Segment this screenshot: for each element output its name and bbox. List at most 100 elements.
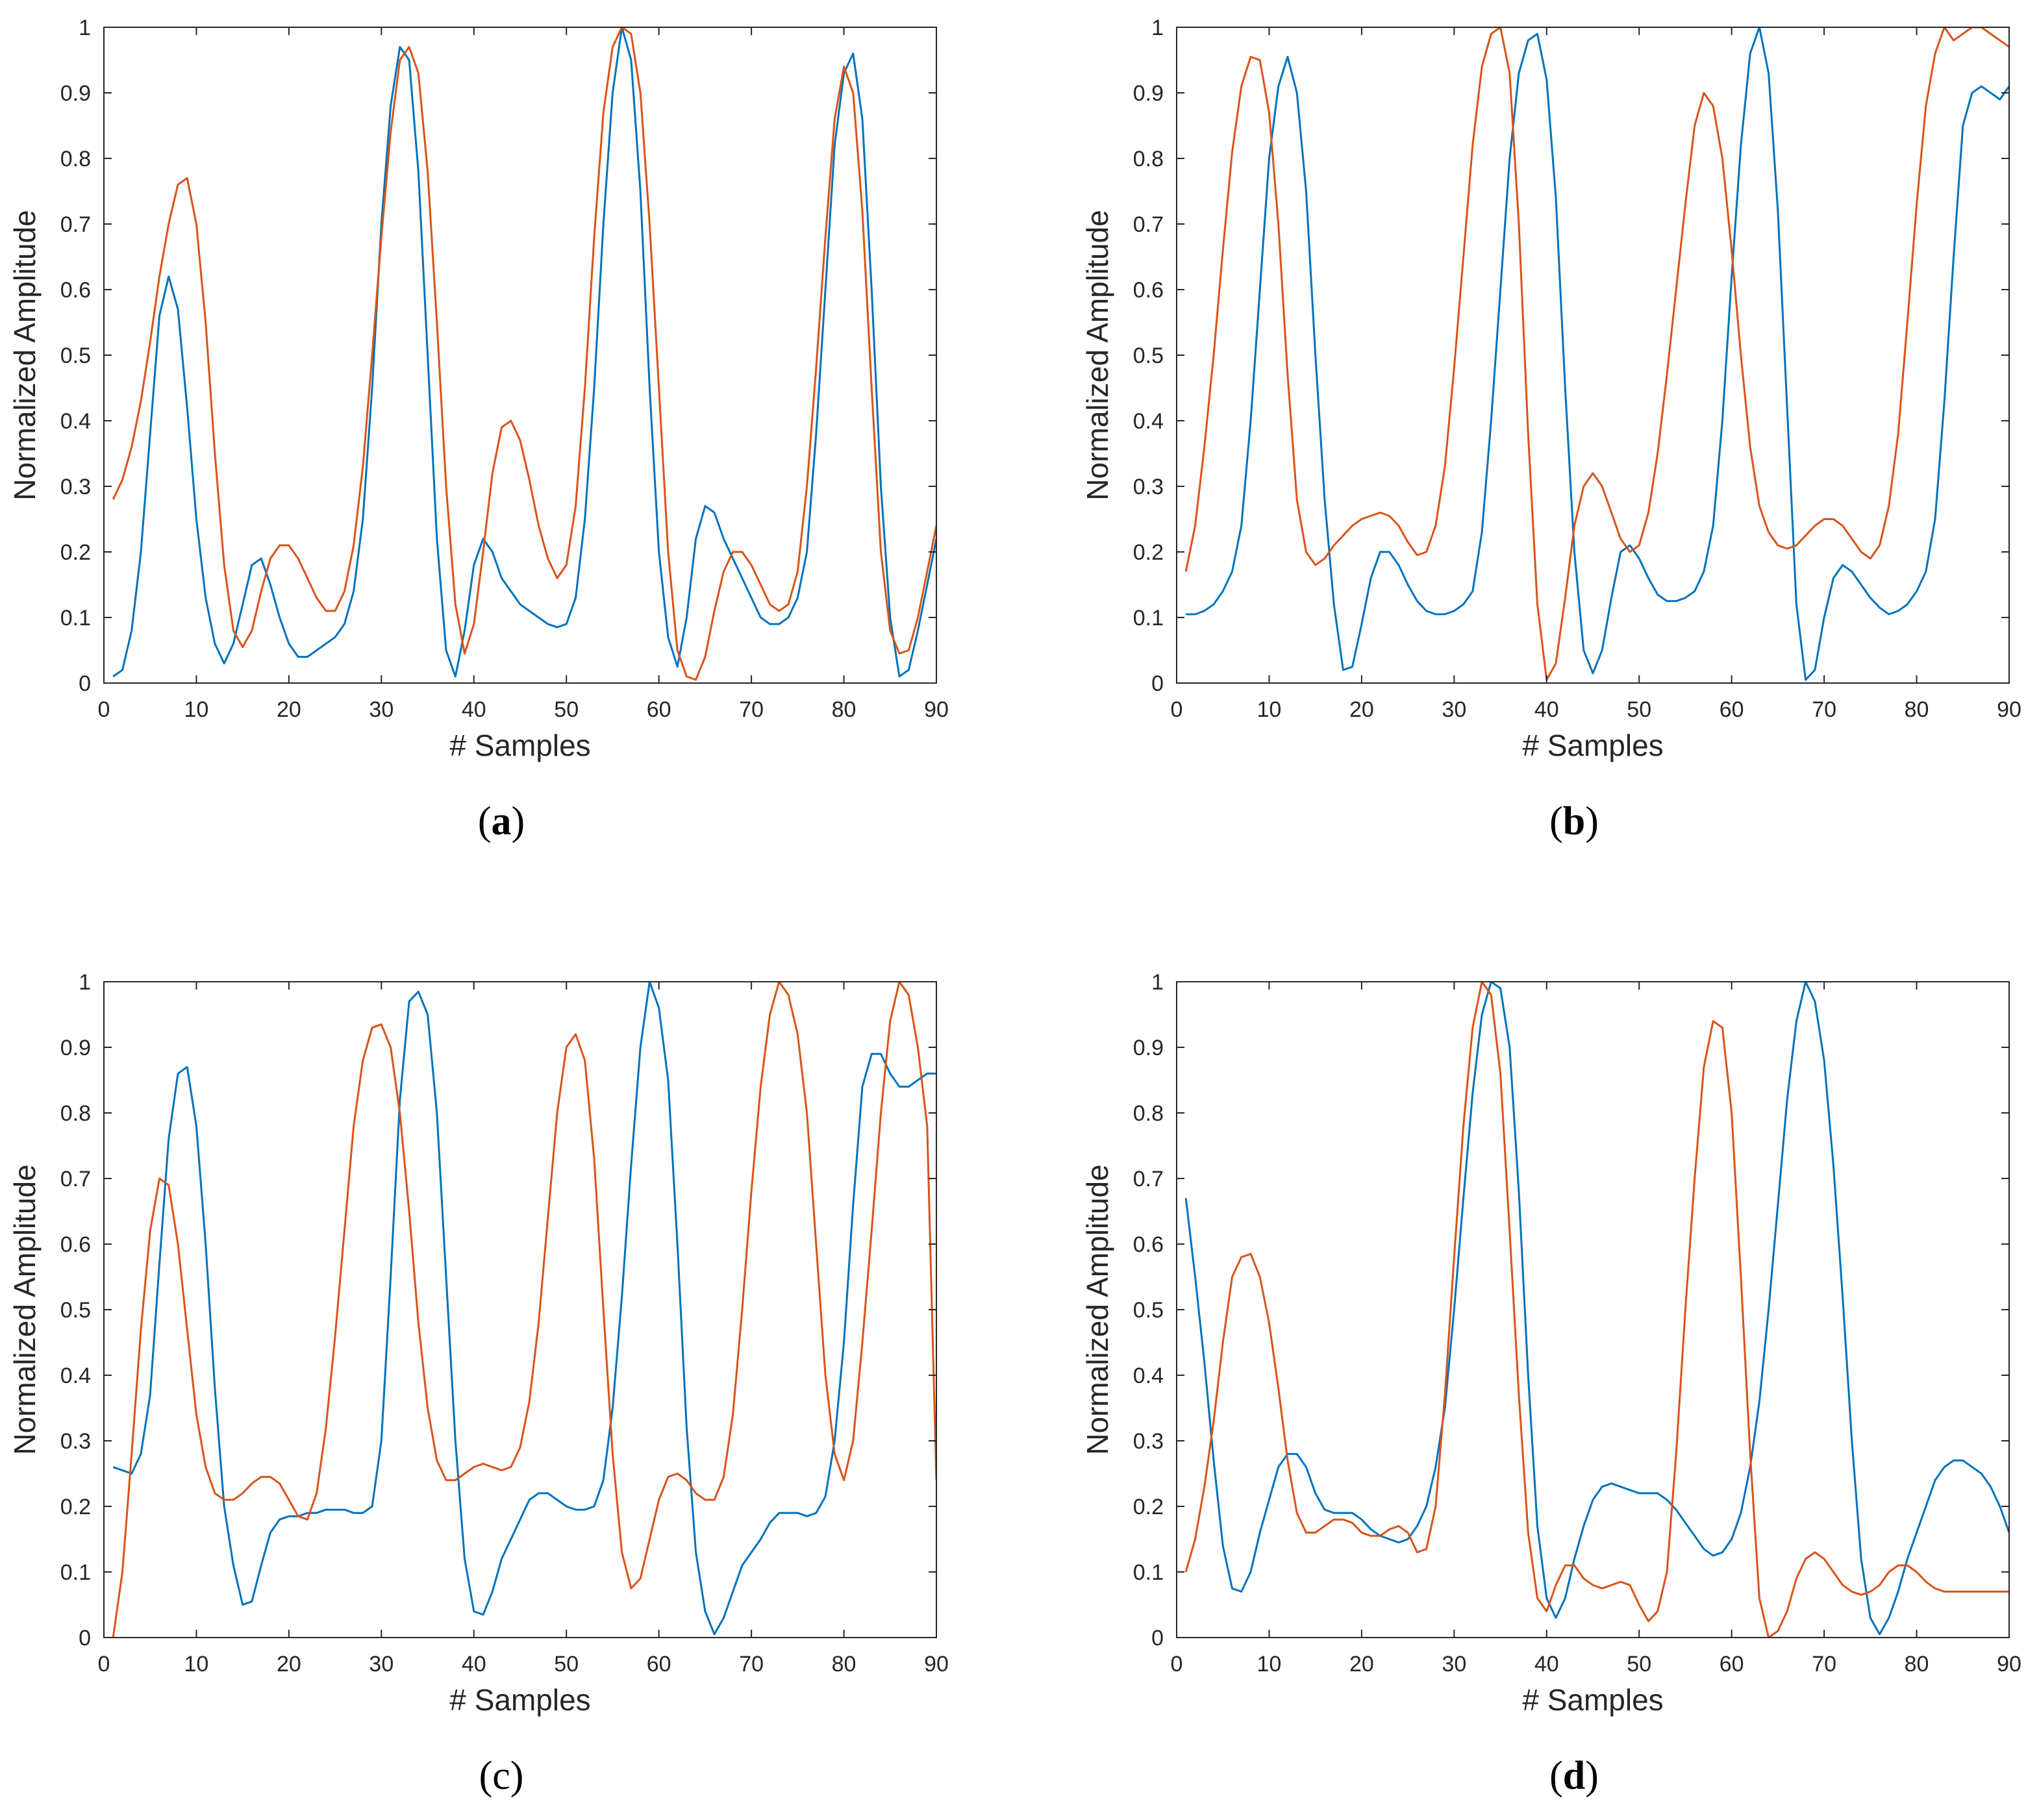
y-tick-label-d: 0.8 [1133,1101,1164,1126]
x-tick-label-c: 10 [184,1652,209,1677]
y-axis-label-d: Normalized Amplitude [1081,1164,1114,1454]
y-tick-label-a: 0.4 [60,409,91,434]
y-tick-label-b: 0.8 [1133,147,1164,171]
caption-a-letter: a [491,799,512,843]
y-tick-label-b: 0.3 [1133,475,1164,499]
x-tick-label-b: 20 [1349,697,1374,722]
x-tick-label-a: 20 [277,697,301,722]
y-tick-label-b: 0.5 [1133,343,1164,368]
y-tick-label-a: 0.6 [60,278,91,303]
y-tick-label-d: 0.6 [1133,1232,1164,1257]
x-tick-label-b: 70 [1812,697,1836,722]
x-tick-label-a: 70 [739,697,764,722]
y-tick-label-c: 0.4 [60,1364,91,1388]
y-tick-label-d: 0.4 [1133,1364,1164,1388]
x-tick-label-c: 90 [924,1652,949,1677]
y-tick-label-d: 0.3 [1133,1429,1164,1454]
y-tick-label-b: 0.6 [1133,278,1164,303]
x-tick-label-c: 50 [554,1652,579,1677]
y-axis-label-a: Normalized Amplitude [8,210,42,500]
series-orange-line-d [1184,982,2009,1638]
y-tick-label-d: 1 [1151,970,1164,995]
y-tick-label-a: 0.9 [60,81,91,106]
y-tick-label-d: 0 [1151,1626,1164,1651]
y-tick-label-a: 1 [79,16,91,40]
y-tick-label-b: 0.1 [1133,606,1164,630]
x-tick-label-b: 40 [1534,697,1559,722]
caption-c-letter: c [492,1754,510,1798]
y-tick-label-c: 0 [79,1626,91,1651]
caption-b: (b) [1549,799,1599,843]
x-tick-label-c: 40 [462,1652,486,1677]
y-axis-label-c: Normalized Amplitude [8,1164,42,1454]
x-tick-label-b: 0 [1171,697,1183,722]
y-tick-label-c: 0.9 [60,1036,91,1060]
x-tick-label-c: 30 [369,1652,394,1677]
y-tick-label-a: 0.1 [60,606,91,630]
x-tick-label-d: 50 [1627,1652,1651,1677]
x-tick-label-b: 90 [1997,697,2021,722]
plot-area-c [104,982,936,1638]
x-tick-label-a: 0 [98,697,110,722]
y-tick-label-b: 0.2 [1133,540,1164,565]
series-orange-line-a [112,27,936,681]
x-axis-label-d: # Samples [1522,1683,1663,1717]
x-tick-label-d: 80 [1905,1652,1929,1677]
y-tick-label-b: 0.7 [1133,212,1164,237]
series-orange-line-c [112,982,936,1638]
y-tick-label-a: 0.2 [60,540,91,565]
series-blue-line-c [112,982,936,1636]
series-orange-line-b [1184,27,2009,681]
y-tick-label-d: 0.1 [1133,1560,1164,1585]
caption-a: (a) [477,799,525,843]
x-tick-label-a: 10 [184,697,209,722]
y-tick-label-d: 0.5 [1133,1298,1164,1323]
caption-d: (d) [1549,1754,1599,1798]
y-tick-label-a: 0.3 [60,475,91,499]
x-tick-label-c: 0 [98,1652,110,1677]
y-tick-label-c: 0.3 [60,1429,91,1454]
y-tick-label-c: 0.8 [60,1101,91,1126]
caption-c: (c) [479,1754,524,1798]
y-tick-label-b: 1 [1151,16,1164,40]
x-tick-label-d: 70 [1812,1652,1836,1677]
y-tick-label-c: 0.1 [60,1560,91,1585]
x-tick-label-b: 10 [1257,697,1282,722]
x-tick-label-d: 20 [1349,1652,1374,1677]
x-tick-label-a: 80 [832,697,857,722]
x-tick-label-b: 50 [1627,697,1651,722]
x-axis-label-b: # Samples [1522,729,1663,762]
series-blue-line-a [112,27,936,678]
caption-b-letter: b [1562,799,1586,843]
y-axis-label-b: Normalized Amplitude [1081,210,1114,500]
x-tick-label-c: 70 [739,1652,764,1677]
x-tick-label-b: 80 [1905,697,1929,722]
x-tick-label-a: 30 [369,697,394,722]
y-tick-label-b: 0.9 [1133,81,1164,106]
x-tick-label-c: 20 [277,1652,301,1677]
y-tick-label-b: 0.4 [1133,409,1164,434]
x-axis-label-c: # Samples [449,1683,590,1717]
caption-d-letter: d [1562,1754,1586,1798]
x-tick-label-b: 30 [1442,697,1466,722]
x-tick-label-d: 60 [1720,1652,1744,1677]
y-tick-label-b: 0 [1151,671,1164,696]
series-blue-line-d [1184,982,2009,1636]
y-tick-label-c: 0.7 [60,1167,91,1191]
x-tick-label-a: 40 [462,697,486,722]
y-tick-label-a: 0.7 [60,212,91,237]
y-tick-label-a: 0.5 [60,343,91,368]
x-tick-label-c: 80 [832,1652,857,1677]
y-tick-label-c: 0.6 [60,1232,91,1257]
y-tick-label-c: 0.2 [60,1495,91,1519]
x-tick-label-a: 60 [647,697,671,722]
x-tick-label-d: 40 [1534,1652,1559,1677]
plot-area-d [1177,982,2009,1638]
x-tick-label-a: 50 [554,697,579,722]
y-tick-label-d: 0.7 [1133,1167,1164,1191]
y-tick-label-a: 0.8 [60,147,91,171]
